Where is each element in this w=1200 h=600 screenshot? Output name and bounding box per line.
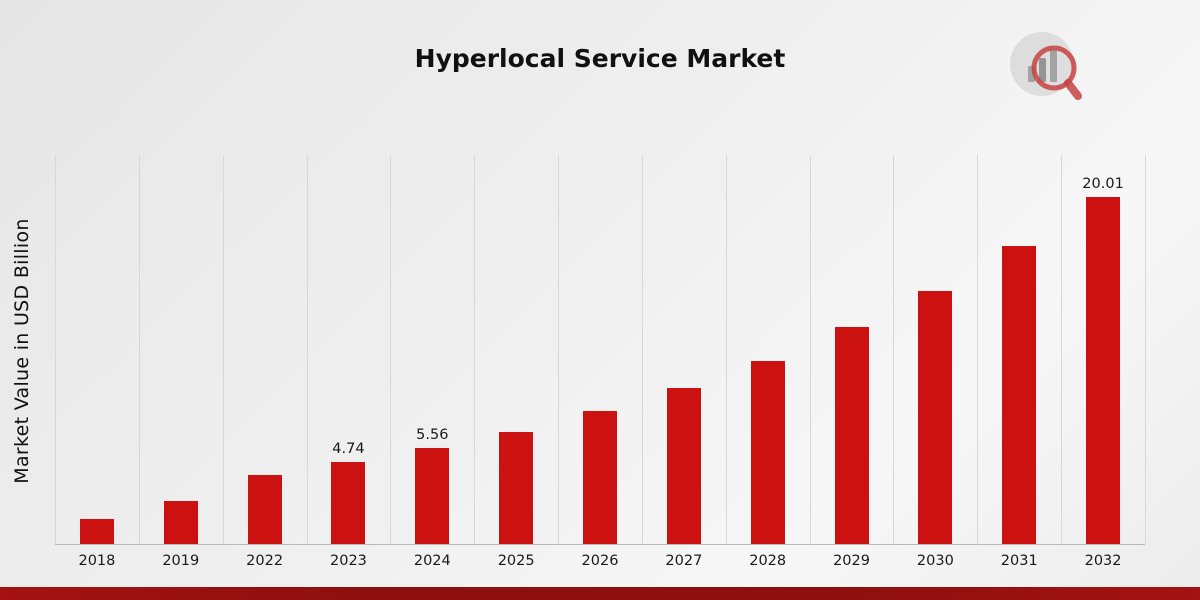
bar-column-2026 bbox=[558, 155, 642, 544]
gridline bbox=[726, 155, 727, 544]
x-tick-label-2019: 2019 bbox=[162, 553, 200, 569]
bar-2028 bbox=[750, 361, 785, 544]
bar-column-2028 bbox=[726, 155, 810, 544]
brand-logo-icon bbox=[1010, 32, 1082, 100]
bar-column-2031 bbox=[977, 155, 1061, 544]
page-title: Hyperlocal Service Market bbox=[414, 44, 786, 73]
bar-2022 bbox=[247, 475, 282, 544]
bar-column-2024: 5.56 bbox=[390, 155, 474, 544]
bar-2019 bbox=[163, 501, 198, 544]
gridline bbox=[642, 155, 643, 544]
gridline bbox=[55, 155, 56, 544]
gridline bbox=[139, 155, 140, 544]
logo-bar-3 bbox=[1050, 50, 1057, 82]
logo-magnifier-ring bbox=[1031, 45, 1077, 91]
gridline bbox=[810, 155, 811, 544]
logo-bar-2 bbox=[1039, 58, 1046, 82]
footer-accent-strip bbox=[0, 587, 1200, 600]
bar-2018 bbox=[79, 519, 114, 544]
gridline bbox=[390, 155, 391, 544]
x-tick-label-2025: 2025 bbox=[497, 553, 535, 569]
gridline bbox=[307, 155, 308, 544]
bar-value-label-2024: 5.56 bbox=[416, 427, 449, 443]
logo-magnifier-handle bbox=[1064, 79, 1082, 100]
bar-value-label-2023: 4.74 bbox=[332, 441, 365, 457]
bar-2030 bbox=[918, 291, 953, 544]
x-axis: 2018 2019 2022 2023 2024 2025 2026 2027 2028 2029… bbox=[55, 553, 1145, 575]
x-tick-label-2027: 2027 bbox=[665, 553, 703, 569]
bar-2023 bbox=[331, 462, 366, 544]
gridline bbox=[474, 155, 475, 544]
bar-column-2025 bbox=[474, 155, 558, 544]
bar-column-2027 bbox=[642, 155, 726, 544]
bar-2027 bbox=[666, 388, 701, 544]
bar-column-2018 bbox=[55, 155, 139, 544]
gridline bbox=[893, 155, 894, 544]
x-tick-label-2018: 2018 bbox=[78, 553, 116, 569]
bar-column-2029 bbox=[810, 155, 894, 544]
bar-2029 bbox=[834, 327, 869, 544]
bar-value-label-2032: 20.01 bbox=[1082, 176, 1124, 192]
bar-2025 bbox=[499, 432, 534, 544]
plot-area: 4.74 5.56 20.01 bbox=[55, 155, 1146, 545]
bar-column-2032: 20.01 bbox=[1061, 155, 1145, 544]
bar-2031 bbox=[1002, 246, 1037, 544]
bar-column-2019 bbox=[139, 155, 223, 544]
gridline bbox=[223, 155, 224, 544]
x-tick-label-2032: 2032 bbox=[1084, 553, 1122, 569]
gridline bbox=[977, 155, 978, 544]
x-tick-label-2022: 2022 bbox=[246, 553, 284, 569]
x-tick-label-2029: 2029 bbox=[833, 553, 870, 569]
x-tick-label-2023: 2023 bbox=[330, 553, 367, 569]
gridline bbox=[1145, 155, 1146, 544]
bar-column-2023: 4.74 bbox=[307, 155, 391, 544]
gridline bbox=[558, 155, 559, 544]
x-tick-label-2024: 2024 bbox=[413, 553, 451, 569]
x-tick-label-2028: 2028 bbox=[749, 553, 787, 569]
gridline bbox=[1061, 155, 1062, 544]
x-tick-label-2030: 2030 bbox=[916, 553, 954, 569]
x-tick-label-2026: 2026 bbox=[581, 553, 619, 569]
bar-2024 bbox=[415, 448, 450, 544]
x-tick-label-2031: 2031 bbox=[1000, 553, 1038, 569]
bar-column-2030 bbox=[893, 155, 977, 544]
bar-2026 bbox=[582, 411, 617, 544]
bar-column-2022 bbox=[223, 155, 307, 544]
y-axis-label: Market Value in USD Billion bbox=[11, 218, 33, 484]
bar-2032 bbox=[1086, 197, 1121, 544]
